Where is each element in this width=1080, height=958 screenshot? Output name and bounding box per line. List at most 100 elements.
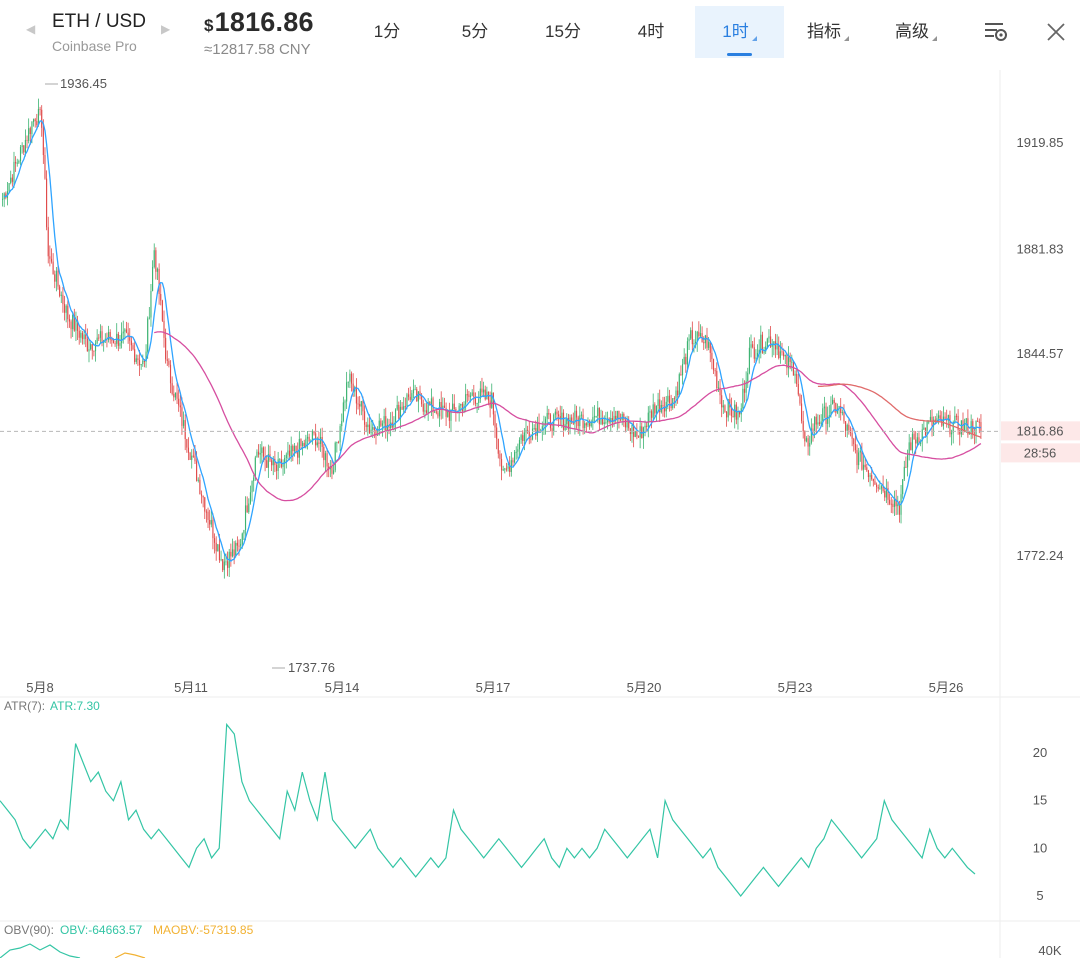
candle-body [80, 332, 82, 338]
candle-body [60, 294, 62, 296]
candle-body [592, 417, 594, 423]
active-tab-underline [727, 53, 752, 56]
candle-body [223, 561, 225, 571]
candle-body [739, 411, 741, 415]
candle-body [668, 395, 671, 404]
candle-body [686, 341, 688, 365]
candle-body [468, 394, 470, 398]
tab-5m[interactable]: 5分 [431, 6, 519, 58]
chart-settings-icon[interactable] [983, 18, 1009, 44]
candle-body [548, 412, 550, 415]
next-pair-icon[interactable]: ▶ [161, 22, 171, 36]
candle-body [217, 544, 219, 552]
tab-advanced[interactable]: 高级 [872, 6, 960, 58]
tab-4h[interactable]: 4时 [607, 6, 695, 58]
candle-body [802, 420, 804, 432]
prev-pair-icon[interactable]: ◀ [26, 22, 36, 36]
candle-body [427, 401, 429, 413]
candle-body [587, 421, 589, 426]
candle-body [512, 460, 514, 463]
candle-body [243, 530, 245, 534]
high-low-labels: 1936.45 1737.76 [45, 76, 335, 675]
candle-body [236, 542, 238, 546]
candle-body [165, 337, 167, 360]
candle-body [471, 392, 473, 396]
candle-body [861, 450, 863, 470]
candle-body [659, 399, 661, 413]
candle-body [450, 410, 452, 421]
candle-body [91, 344, 93, 351]
candle-body [174, 392, 176, 398]
candle-body [906, 455, 909, 468]
candle-body [814, 416, 816, 432]
candle-body [541, 426, 543, 431]
candle-body [843, 412, 845, 422]
tab-1h[interactable]: 1时 [695, 6, 784, 58]
candle-body [275, 465, 278, 471]
candle-body [507, 466, 509, 469]
candle-body [960, 420, 962, 435]
pair-title[interactable]: ETH / USD [52, 11, 146, 32]
candle-body [197, 479, 199, 481]
candle-body [182, 420, 185, 426]
candle-body [856, 450, 858, 466]
candle-body [83, 334, 85, 340]
candle-body [383, 416, 385, 424]
candle-body [393, 423, 395, 428]
candle-body [673, 398, 675, 400]
candle-body [920, 441, 922, 444]
candle-body [284, 458, 286, 464]
currency-symbol: $ [204, 16, 214, 35]
candle-body [536, 422, 538, 436]
time-tick-label: 5月17 [476, 680, 511, 695]
candle-body [434, 411, 436, 413]
candle-body [910, 442, 912, 451]
candle-body [350, 373, 353, 384]
candle-body [416, 389, 418, 402]
candle-body [375, 430, 377, 436]
candle-body [722, 405, 724, 408]
candle-body [851, 432, 853, 439]
candle-body [409, 396, 411, 400]
candle-body [57, 270, 59, 287]
candle-body [153, 250, 155, 267]
candle-body [388, 424, 390, 428]
candle-body [189, 452, 191, 460]
candle-body [469, 395, 472, 398]
candle-body [613, 415, 615, 423]
candle-body [657, 399, 659, 406]
candle-body [140, 364, 142, 366]
price-axis: 1919.85 1881.83 1844.57 1772.24 [1017, 135, 1064, 563]
candle-body [574, 410, 576, 424]
tab-1m[interactable]: 1分 [343, 6, 431, 58]
candle-body [134, 349, 136, 362]
price-tick-label: 1772.24 [1017, 548, 1064, 563]
candle-body [186, 439, 188, 448]
candle-body [36, 121, 38, 125]
candle-body [244, 505, 247, 531]
candle-body [830, 404, 832, 416]
tab-indicators[interactable]: 指标 [784, 6, 872, 58]
candle-body [65, 305, 67, 313]
candle-body [761, 334, 764, 353]
candle-body [810, 428, 812, 443]
tab-label: 指标 [807, 22, 841, 41]
candle-body [600, 418, 602, 425]
candle-body [709, 342, 711, 353]
candle-body [664, 406, 666, 412]
candle-body [771, 344, 773, 347]
candle-body [29, 128, 31, 135]
candle-body [902, 479, 904, 495]
candle-body [465, 394, 467, 405]
candle-body [838, 405, 840, 409]
candle-body [725, 411, 728, 418]
candle-body [820, 421, 822, 424]
candle-body [86, 338, 88, 352]
candle-body [880, 486, 883, 489]
candle-body [977, 420, 979, 422]
tab-15m[interactable]: 15分 [519, 6, 607, 58]
candle-body [911, 433, 914, 451]
close-icon[interactable] [1045, 21, 1067, 43]
candle-body [846, 424, 848, 431]
